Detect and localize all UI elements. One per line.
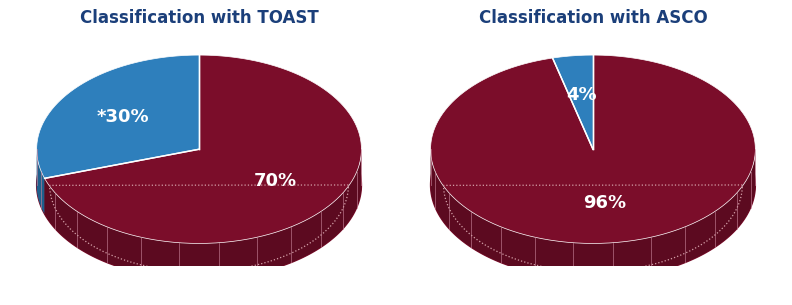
Polygon shape [36, 150, 44, 214]
Polygon shape [36, 91, 361, 279]
Text: *30%: *30% [97, 108, 149, 126]
Polygon shape [44, 55, 361, 243]
Polygon shape [431, 149, 756, 279]
Polygon shape [44, 149, 361, 279]
Title: Classification with TOAST: Classification with TOAST [80, 9, 318, 27]
Polygon shape [553, 55, 593, 149]
Polygon shape [36, 55, 199, 178]
Text: 96%: 96% [583, 195, 626, 213]
Title: Classification with ASCO: Classification with ASCO [478, 9, 707, 27]
Polygon shape [431, 55, 756, 243]
Text: 4%: 4% [565, 86, 596, 104]
Polygon shape [431, 91, 756, 279]
Text: 70%: 70% [253, 172, 297, 190]
